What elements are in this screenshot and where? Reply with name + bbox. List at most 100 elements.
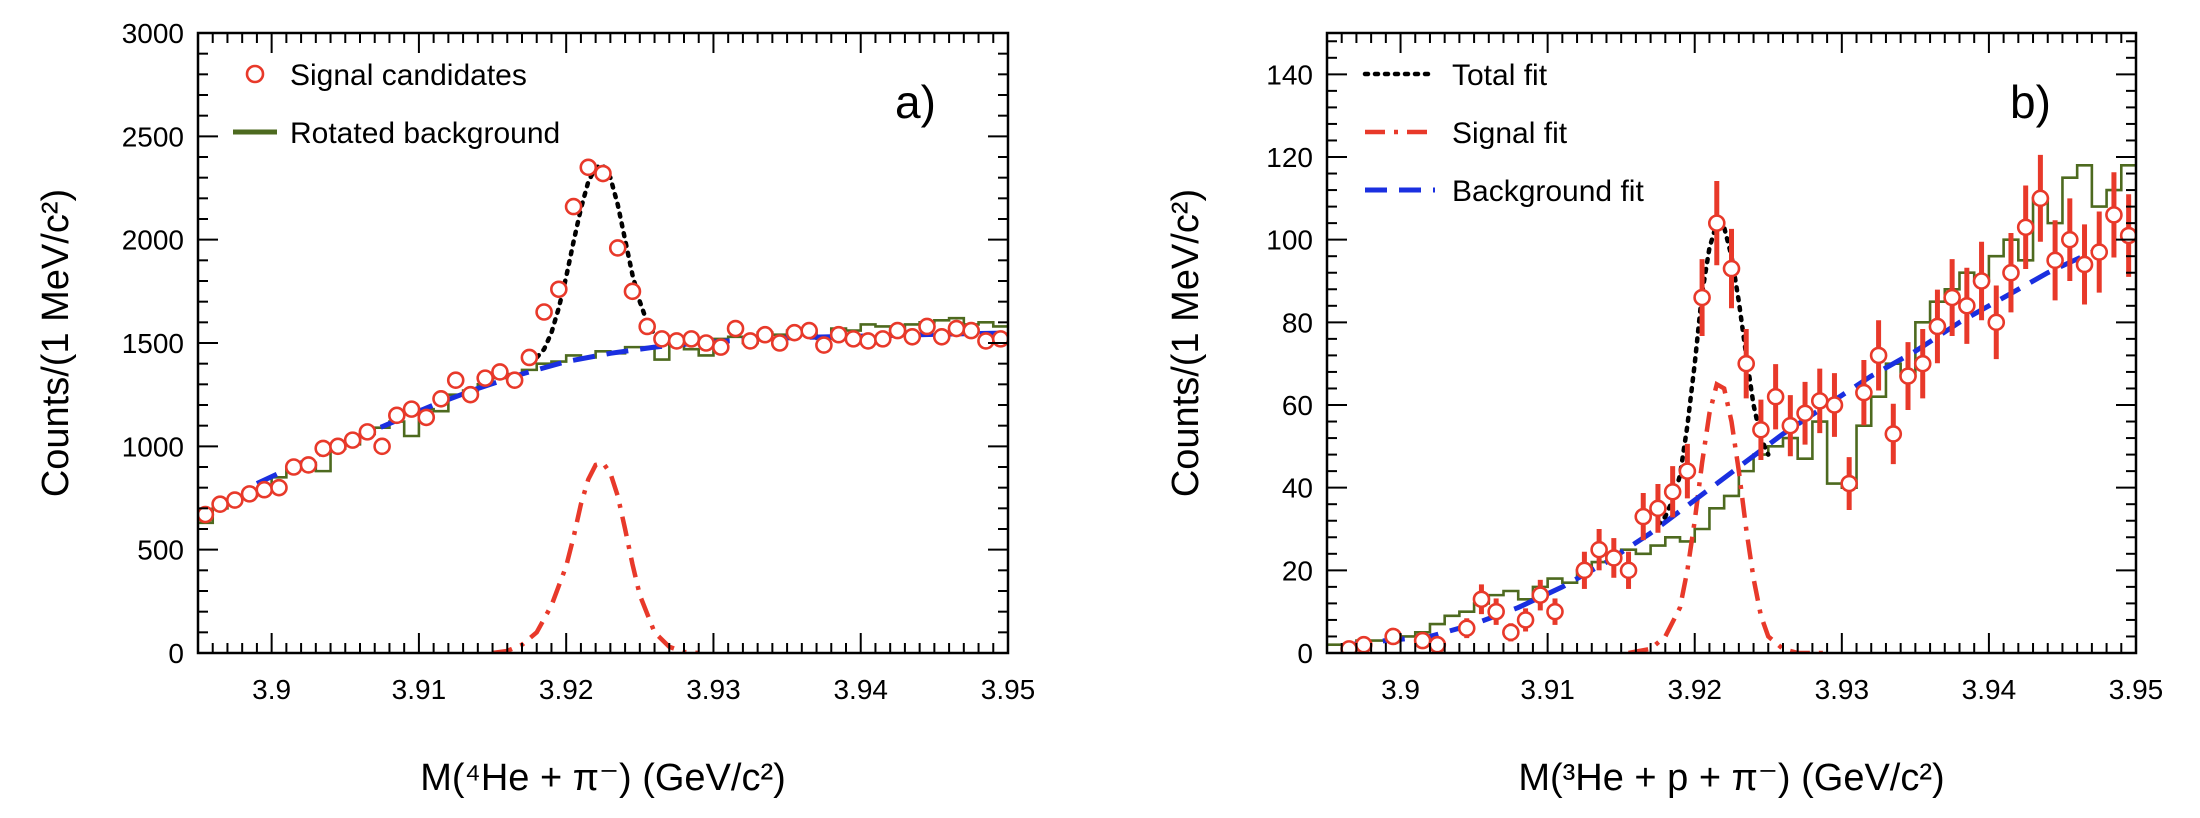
- data-point: [594, 164, 612, 183]
- data-point: [1678, 462, 1697, 480]
- series-signal-fit: [492, 460, 699, 653]
- data-point: [1707, 214, 1726, 232]
- data-point: [977, 332, 995, 350]
- data-point: [2061, 230, 2079, 249]
- legend-marker: [245, 64, 265, 84]
- legend-label: Signal candidates: [290, 59, 527, 92]
- legend-item: Total fit: [1362, 59, 1548, 92]
- data-point: [1869, 346, 1888, 365]
- y-tick-label: 140: [1266, 59, 1313, 90]
- data-point: [343, 431, 362, 449]
- data-point: [446, 371, 465, 390]
- legend: Signal candidates Rotated background: [233, 59, 560, 150]
- series-background-fit: [255, 330, 1008, 486]
- data-point: [991, 330, 1008, 348]
- data-point: [1796, 404, 1814, 423]
- data-point: [1546, 602, 1564, 621]
- data-point: [2119, 226, 2136, 245]
- y-tick-label: 0: [168, 638, 184, 669]
- data-point: [314, 439, 332, 458]
- data-point: [2090, 243, 2109, 261]
- data-point: [697, 334, 715, 352]
- y-tick-label: 100: [1266, 225, 1313, 256]
- panel-label: b): [2010, 76, 2051, 128]
- data-point: [918, 317, 936, 336]
- data-point: [2002, 263, 2020, 282]
- data-point: [2016, 218, 2035, 237]
- x-axis-title: M(⁴He + π⁻) (GeV/c²): [420, 757, 786, 799]
- data-point: [1987, 313, 2006, 332]
- legend-item: Background fit: [1365, 175, 1644, 208]
- plot-area: [198, 158, 1008, 653]
- data-point: [1531, 586, 1550, 604]
- data-point: [1634, 507, 1653, 526]
- data-point: [2031, 189, 2050, 208]
- series-signal-candidates: [1340, 154, 2136, 653]
- data-point: [240, 485, 259, 503]
- data-point: [1649, 499, 1667, 518]
- y-tick-label: 20: [1282, 555, 1313, 586]
- data-point: [1913, 354, 1932, 373]
- y-tick-label: 40: [1282, 473, 1313, 504]
- data-point: [1487, 602, 1505, 621]
- data-point: [535, 303, 553, 321]
- y-tick-label: 2000: [122, 225, 184, 256]
- data-point: [255, 480, 274, 499]
- legend-label: Total fit: [1452, 59, 1548, 92]
- y-tick-label: 80: [1282, 307, 1313, 338]
- data-point: [564, 197, 583, 216]
- data-point: [461, 385, 480, 404]
- data-point: [947, 319, 966, 338]
- data-point: [874, 330, 892, 348]
- y-tick-label: 1500: [122, 328, 184, 359]
- data-point: [1825, 396, 1844, 414]
- x-tick-label: 3.94: [1962, 674, 2017, 705]
- data-point: [653, 330, 671, 348]
- data-point: [1575, 561, 1594, 580]
- data-point: [1766, 387, 1785, 406]
- data-point: [1958, 296, 1976, 315]
- data-point: [373, 437, 391, 456]
- data-point: [226, 491, 244, 509]
- x-tick-label: 3.9: [252, 674, 291, 705]
- axis-ticks: [197, 32, 1009, 654]
- series-signal-candidates: [198, 158, 1008, 524]
- data-point: [432, 389, 450, 408]
- data-point: [1693, 288, 1711, 307]
- data-point: [1781, 416, 1800, 435]
- data-point: [550, 280, 568, 299]
- data-point: [284, 458, 303, 476]
- data-point: [1928, 317, 1947, 336]
- y-tick-label: 120: [1266, 142, 1313, 173]
- legend-label: Signal fit: [1452, 117, 1568, 150]
- data-point: [520, 348, 539, 367]
- legend-label: Rotated background: [290, 117, 560, 150]
- data-point: [358, 423, 377, 441]
- data-point: [198, 505, 215, 524]
- y-tick-label: 3000: [122, 18, 184, 49]
- data-point: [1384, 627, 1402, 646]
- data-point: [1590, 540, 1608, 559]
- x-tick-label: 3.9: [1381, 674, 1420, 705]
- data-point: [844, 330, 863, 348]
- fit-curve: [534, 162, 687, 360]
- data-point: [667, 332, 686, 350]
- data-point: [1840, 474, 1858, 493]
- data-point: [962, 321, 980, 340]
- data-point: [800, 321, 818, 340]
- data-point: [2046, 251, 2064, 270]
- x-tick-label: 3.95: [2109, 674, 2164, 705]
- x-tick-label: 3.92: [539, 674, 594, 705]
- data-point: [1619, 561, 1638, 580]
- data-point: [815, 336, 833, 354]
- x-tick-label: 3.94: [833, 674, 888, 705]
- data-point: [2075, 255, 2094, 274]
- data-point: [476, 369, 494, 387]
- data-point: [770, 334, 789, 352]
- panel-a: 3.9 3.91 3.92 3.93 3.94 3.95 0 500 1000 1500 2000 2…: [35, 18, 1035, 799]
- data-point: [623, 282, 642, 301]
- data-point: [1884, 425, 1903, 443]
- x-tick-label: 3.95: [981, 674, 1036, 705]
- data-point: [726, 319, 745, 338]
